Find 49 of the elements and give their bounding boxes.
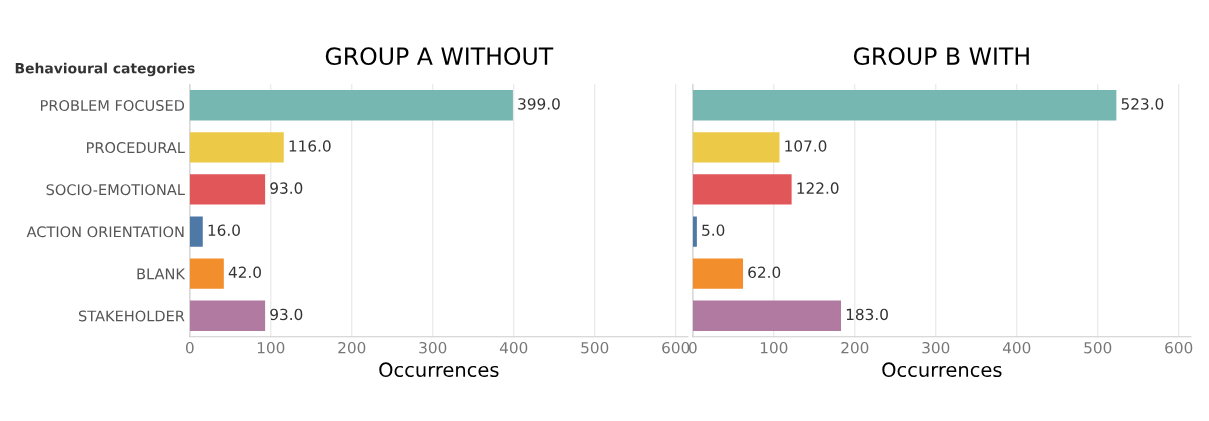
bar — [189, 90, 513, 121]
x-axis-title: Occurrences — [379, 362, 499, 378]
data-label: 5.0 — [702, 224, 725, 236]
y-tick-label: ACTION ORIENTATION — [26, 226, 184, 238]
data-label: 93.0 — [270, 308, 303, 321]
bar — [692, 258, 744, 289]
bar — [692, 132, 780, 163]
bar — [189, 300, 266, 331]
chart-title: GROUP A WITHOUT — [325, 47, 554, 66]
chart-title: GROUP B WITH — [853, 47, 1029, 66]
bar — [692, 90, 1117, 121]
x-tick-label: 300 — [419, 341, 447, 354]
x-tick-label: 400 — [499, 341, 528, 354]
y-tick-label: PROBLEM FOCUSED — [40, 99, 185, 111]
bar — [692, 174, 792, 205]
data-label: 107.0 — [785, 140, 827, 152]
data-label: 93.0 — [270, 182, 303, 194]
bar — [189, 216, 203, 247]
data-label: 183.0 — [846, 308, 888, 321]
data-label: 122.0 — [797, 182, 839, 194]
y-tick-label: SOCIO-EMOTIONAL — [46, 184, 185, 196]
x-tick-label: 0 — [185, 341, 194, 354]
x-axis-title: Occurrences — [882, 362, 1002, 378]
x-tick-label: 500 — [1084, 341, 1112, 354]
bar — [692, 300, 842, 331]
y-tick-label: STAKEHOLDER — [78, 310, 185, 322]
x-tick-label: 300 — [922, 341, 950, 354]
data-label: 62.0 — [748, 266, 781, 279]
x-tick-label: 600 — [1165, 341, 1193, 354]
x-tick-label: 400 — [1002, 341, 1031, 354]
y-axis-title: Behavioural categories — [15, 62, 195, 77]
y-tick-label: PROCEDURAL — [87, 142, 185, 154]
data-label: 116.0 — [289, 140, 331, 152]
x-tick-label: 0 — [688, 341, 697, 354]
data-label: 399.0 — [518, 98, 560, 110]
bar — [189, 132, 284, 163]
data-label: 16.0 — [208, 224, 240, 236]
data-label: 523.0 — [1121, 98, 1164, 110]
bar — [189, 258, 224, 289]
x-tick-label: 100 — [257, 341, 285, 354]
x-tick-label: 200 — [841, 341, 869, 354]
y-tick-label: BLANK — [137, 268, 186, 280]
bar — [189, 174, 266, 205]
x-tick-label: 100 — [760, 341, 788, 354]
data-label: 42.0 — [228, 266, 261, 279]
x-tick-label: 200 — [338, 341, 366, 354]
x-tick-label: 500 — [581, 341, 609, 354]
bar — [692, 216, 697, 247]
x-tick-label: 600 — [662, 341, 690, 354]
